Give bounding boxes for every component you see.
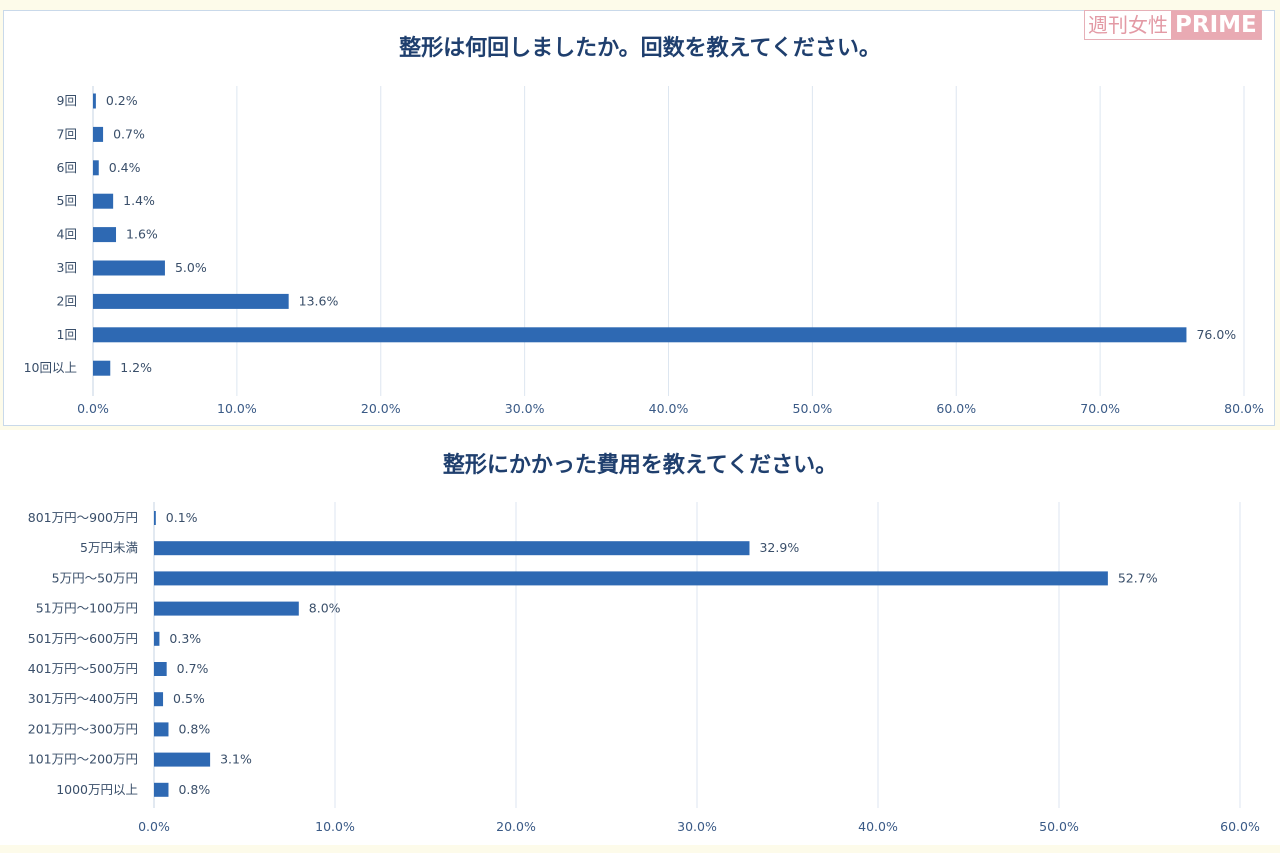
value-label: 1.6% <box>126 227 158 242</box>
logo-en: PRIME <box>1175 12 1257 38</box>
category-label: 401万円～500万円 <box>28 661 138 676</box>
value-label: 1.2% <box>120 360 152 375</box>
x-tick-label: 70.0% <box>1080 401 1120 416</box>
x-tick-label: 10.0% <box>217 401 257 416</box>
x-tick-label: 20.0% <box>496 819 536 834</box>
logo-jp: 週刊女性 <box>1085 11 1171 39</box>
chart-panel-count: 整形は何回しましたか。回数を教えてください。 0.0% 10.0% 20.0% 30.… <box>3 10 1275 426</box>
bar <box>93 126 104 142</box>
bar <box>154 692 164 707</box>
value-label: 0.1% <box>166 510 198 525</box>
bar <box>93 93 96 109</box>
bar <box>93 260 165 276</box>
value-label: 0.3% <box>169 631 201 646</box>
category-label: 1000万円以上 <box>56 782 138 797</box>
value-label: 52.7% <box>1118 570 1158 585</box>
category-label: 5万円未満 <box>80 540 138 555</box>
bar <box>154 752 211 767</box>
bar <box>154 631 160 646</box>
bar <box>154 511 156 525</box>
chart-title: 整形にかかった費用を教えてください。 <box>443 452 837 478</box>
category-label: 51万円～100万円 <box>36 601 138 616</box>
value-label: 32.9% <box>759 540 799 555</box>
bar <box>154 782 169 797</box>
x-tick-label: 50.0% <box>793 401 833 416</box>
value-label: 0.7% <box>113 126 145 141</box>
bar <box>154 601 299 616</box>
x-tick-label: 0.0% <box>77 401 109 416</box>
bar <box>93 360 111 376</box>
x-tick-label: 40.0% <box>858 819 898 834</box>
category-label: 7回 <box>57 126 77 141</box>
value-label: 0.8% <box>178 782 210 797</box>
bar <box>93 160 99 176</box>
category-label: 9回 <box>57 93 77 108</box>
value-label: 8.0% <box>309 601 341 616</box>
chart-title: 整形は何回しましたか。回数を教えてください。 <box>399 35 881 61</box>
bar <box>93 293 289 309</box>
category-label: 201万円～300万円 <box>28 721 138 736</box>
value-label: 1.4% <box>123 193 155 208</box>
bar <box>93 227 117 243</box>
x-tick-label: 60.0% <box>936 401 976 416</box>
chart-surgery-count: 整形は何回しましたか。回数を教えてください。 0.0% 10.0% 20.0% 30.… <box>24 35 1264 416</box>
value-label: 0.2% <box>106 93 138 108</box>
bar <box>154 571 1108 586</box>
value-label: 0.7% <box>177 661 209 676</box>
bar <box>154 541 750 556</box>
chart-surgery-cost: 整形にかかった費用を教えてください。 0.0% 10.0% 20.0% 30.0% 40… <box>28 452 1260 834</box>
chart-panel-cost: 整形にかかった費用を教えてください。 0.0% 10.0% 20.0% 30.0% 40… <box>0 430 1280 845</box>
value-label: 0.4% <box>109 160 141 175</box>
category-label: 2回 <box>57 293 77 308</box>
category-label: 6回 <box>57 160 77 175</box>
bar <box>93 327 1187 343</box>
x-tick-label: 10.0% <box>315 819 355 834</box>
x-tick-label: 80.0% <box>1224 401 1264 416</box>
category-label: 301万円～400万円 <box>28 691 138 706</box>
bar <box>93 193 114 209</box>
value-label: 0.8% <box>178 721 210 736</box>
bar <box>154 662 167 676</box>
category-label: 1回 <box>57 327 77 342</box>
category-label: 101万円～200万円 <box>28 752 138 767</box>
x-tick-label: 60.0% <box>1220 819 1260 834</box>
category-label: 3回 <box>57 260 77 275</box>
category-label: 501万円～600万円 <box>28 631 138 646</box>
x-tick-label: 40.0% <box>649 401 689 416</box>
category-label: 4回 <box>57 227 77 242</box>
category-label: 5回 <box>57 193 77 208</box>
value-label: 76.0% <box>1196 327 1236 342</box>
value-label: 5.0% <box>175 260 207 275</box>
x-tick-label: 0.0% <box>138 819 170 834</box>
category-label: 801万円～900万円 <box>28 510 138 525</box>
x-tick-label: 50.0% <box>1039 819 1079 834</box>
bar <box>154 722 169 737</box>
value-label: 3.1% <box>220 752 252 767</box>
value-label: 13.6% <box>299 293 339 308</box>
x-tick-label: 30.0% <box>505 401 545 416</box>
category-label: 5万円～50万円 <box>52 570 138 585</box>
x-tick-label: 20.0% <box>361 401 401 416</box>
x-tick-label: 30.0% <box>677 819 717 834</box>
category-label: 10回以上 <box>24 360 77 375</box>
brand-logo: 週刊女性 PRIME <box>1084 10 1262 40</box>
value-label: 0.5% <box>173 691 205 706</box>
